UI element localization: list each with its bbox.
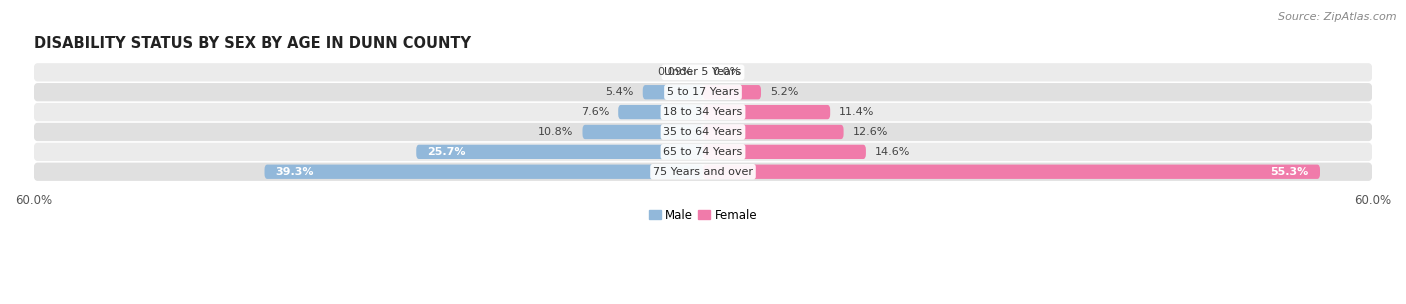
FancyBboxPatch shape — [703, 85, 761, 99]
Text: 75 Years and over: 75 Years and over — [652, 167, 754, 177]
Text: 7.6%: 7.6% — [581, 107, 609, 117]
FancyBboxPatch shape — [703, 145, 866, 159]
Text: 11.4%: 11.4% — [839, 107, 875, 117]
Text: Source: ZipAtlas.com: Source: ZipAtlas.com — [1278, 12, 1396, 22]
Text: 5 to 17 Years: 5 to 17 Years — [666, 87, 740, 97]
Text: 55.3%: 55.3% — [1271, 167, 1309, 177]
Text: 10.8%: 10.8% — [538, 127, 574, 137]
FancyBboxPatch shape — [703, 105, 830, 119]
FancyBboxPatch shape — [34, 123, 1372, 141]
Text: 18 to 34 Years: 18 to 34 Years — [664, 107, 742, 117]
Text: 39.3%: 39.3% — [276, 167, 314, 177]
Text: 25.7%: 25.7% — [427, 147, 465, 157]
Text: 12.6%: 12.6% — [852, 127, 887, 137]
Text: 5.4%: 5.4% — [606, 87, 634, 97]
FancyBboxPatch shape — [34, 163, 1372, 181]
FancyBboxPatch shape — [34, 103, 1372, 121]
Text: 35 to 64 Years: 35 to 64 Years — [664, 127, 742, 137]
FancyBboxPatch shape — [703, 164, 1320, 179]
Legend: Male, Female: Male, Female — [644, 204, 762, 226]
Text: 0.09%: 0.09% — [658, 67, 693, 77]
FancyBboxPatch shape — [703, 125, 844, 139]
Text: Under 5 Years: Under 5 Years — [665, 67, 741, 77]
FancyBboxPatch shape — [34, 83, 1372, 101]
Text: 0.0%: 0.0% — [711, 67, 740, 77]
FancyBboxPatch shape — [619, 105, 703, 119]
FancyBboxPatch shape — [264, 164, 703, 179]
Text: DISABILITY STATUS BY SEX BY AGE IN DUNN COUNTY: DISABILITY STATUS BY SEX BY AGE IN DUNN … — [34, 36, 471, 51]
FancyBboxPatch shape — [700, 65, 704, 79]
Text: 5.2%: 5.2% — [770, 87, 799, 97]
FancyBboxPatch shape — [34, 63, 1372, 81]
FancyBboxPatch shape — [582, 125, 703, 139]
Text: 65 to 74 Years: 65 to 74 Years — [664, 147, 742, 157]
Text: 14.6%: 14.6% — [875, 147, 910, 157]
FancyBboxPatch shape — [643, 85, 703, 99]
FancyBboxPatch shape — [416, 145, 703, 159]
FancyBboxPatch shape — [34, 143, 1372, 161]
